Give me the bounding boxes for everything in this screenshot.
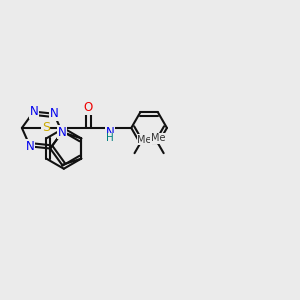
Text: Me: Me [137, 135, 152, 145]
Text: N: N [58, 126, 67, 139]
Text: O: O [84, 101, 93, 114]
Text: H: H [106, 133, 114, 143]
Text: H: H [58, 126, 67, 139]
Text: N: N [50, 107, 58, 120]
Text: S: S [42, 122, 50, 134]
Text: Me: Me [151, 133, 165, 143]
Text: N: N [26, 140, 34, 153]
Text: N: N [29, 105, 38, 118]
Text: N: N [106, 126, 114, 139]
